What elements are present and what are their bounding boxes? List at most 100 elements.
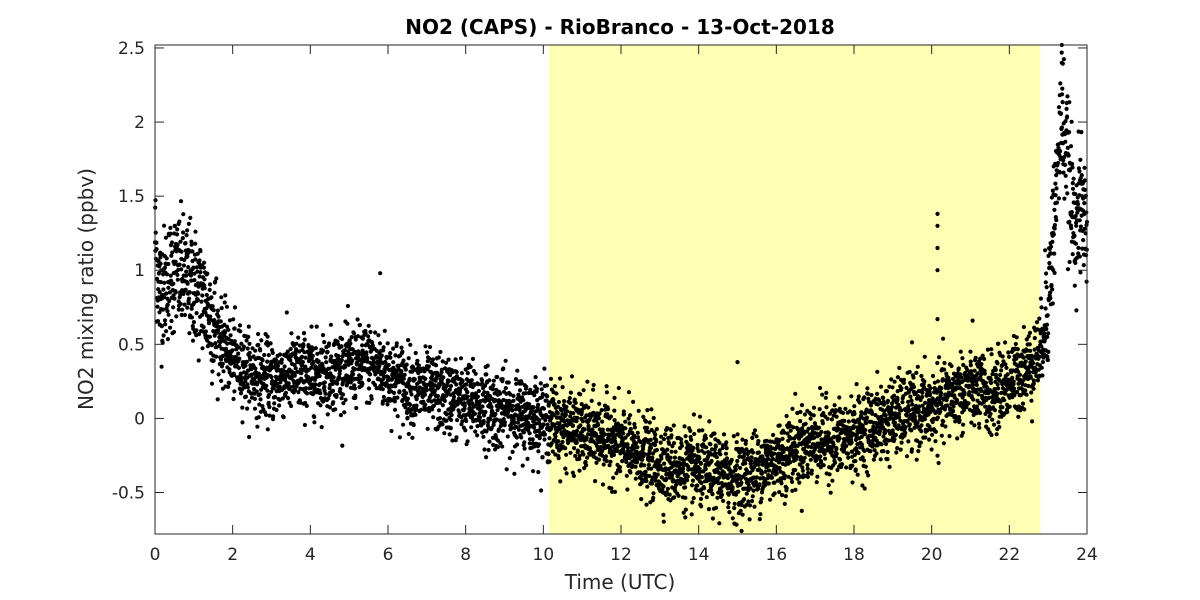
data-point: [441, 375, 446, 380]
data-point: [702, 486, 707, 491]
data-point: [824, 405, 829, 410]
data-point: [769, 475, 775, 480]
data-point: [462, 406, 467, 411]
data-point: [856, 450, 861, 456]
data-point: [480, 404, 485, 409]
data-point: [909, 340, 915, 345]
data-point: [270, 350, 275, 355]
data-point: [487, 378, 492, 383]
data-point: [284, 310, 289, 315]
data-point: [752, 428, 758, 433]
data-point: [460, 419, 465, 424]
data-point: [168, 231, 173, 236]
data-point: [495, 408, 500, 413]
data-point: [692, 431, 697, 437]
data-point: [650, 451, 656, 456]
data-point: [1031, 381, 1036, 386]
data-point: [436, 355, 441, 360]
data-point: [553, 434, 558, 439]
data-point: [849, 394, 854, 399]
data-point: [600, 419, 605, 424]
data-point: [597, 401, 602, 406]
data-point: [1016, 414, 1021, 419]
data-point: [238, 391, 244, 396]
data-point: [212, 318, 217, 323]
data-point: [624, 473, 629, 478]
data-point: [214, 276, 219, 281]
data-point: [597, 411, 602, 416]
data-point: [586, 424, 591, 430]
data-point: [432, 383, 438, 388]
data-point: [865, 386, 870, 391]
data-point: [207, 287, 212, 292]
data-point: [961, 362, 966, 368]
data-point: [960, 356, 965, 361]
data-point: [805, 474, 811, 479]
data-point: [950, 376, 956, 382]
data-point: [501, 366, 506, 371]
data-point: [578, 423, 583, 428]
data-point: [969, 369, 974, 374]
data-point: [744, 491, 749, 496]
data-point: [746, 482, 751, 487]
data-point: [517, 388, 523, 393]
data-point: [727, 509, 732, 515]
data-point: [900, 400, 905, 405]
data-point: [167, 298, 172, 304]
data-point: [814, 480, 819, 485]
data-point: [294, 347, 299, 352]
data-point: [749, 455, 754, 460]
data-point: [564, 404, 569, 410]
data-point: [1039, 305, 1044, 310]
data-point: [895, 446, 900, 451]
data-point: [949, 363, 954, 369]
data-point: [591, 382, 596, 388]
data-point: [522, 440, 527, 445]
data-point: [665, 447, 670, 452]
data-point: [724, 446, 729, 451]
data-point: [537, 418, 542, 423]
data-point: [956, 415, 962, 420]
data-point: [532, 425, 537, 430]
data-point: [266, 400, 271, 405]
data-point: [941, 336, 946, 341]
data-point: [531, 469, 536, 474]
data-point: [1029, 398, 1034, 403]
data-point: [542, 437, 547, 442]
data-point: [800, 426, 805, 431]
data-point: [970, 318, 975, 323]
data-point: [753, 480, 759, 485]
data-point: [961, 407, 967, 413]
data-point: [1044, 322, 1050, 327]
data-point: [626, 416, 631, 421]
data-point: [1046, 349, 1051, 354]
data-point: [185, 305, 190, 310]
data-point: [522, 446, 527, 451]
data-point: [175, 277, 180, 282]
data-point: [389, 428, 394, 434]
data-point: [733, 467, 738, 472]
data-point: [191, 265, 196, 270]
data-point: [625, 487, 630, 492]
data-point: [808, 416, 813, 421]
data-point: [697, 428, 702, 433]
data-point: [326, 396, 331, 401]
data-point: [1023, 359, 1028, 364]
data-point: [710, 492, 715, 497]
data-point: [365, 356, 370, 361]
data-point: [757, 517, 762, 522]
data-point: [740, 437, 745, 442]
data-point: [1000, 354, 1005, 359]
data-point: [227, 318, 232, 323]
data-point: [960, 430, 966, 435]
data-point: [454, 382, 459, 387]
data-point: [572, 446, 577, 451]
data-point: [451, 391, 456, 396]
data-point: [565, 409, 570, 414]
data-point: [863, 421, 869, 426]
data-point: [319, 425, 324, 430]
data-point: [322, 340, 327, 345]
data-point: [395, 395, 400, 400]
data-point: [956, 378, 961, 383]
data-point: [392, 399, 397, 404]
